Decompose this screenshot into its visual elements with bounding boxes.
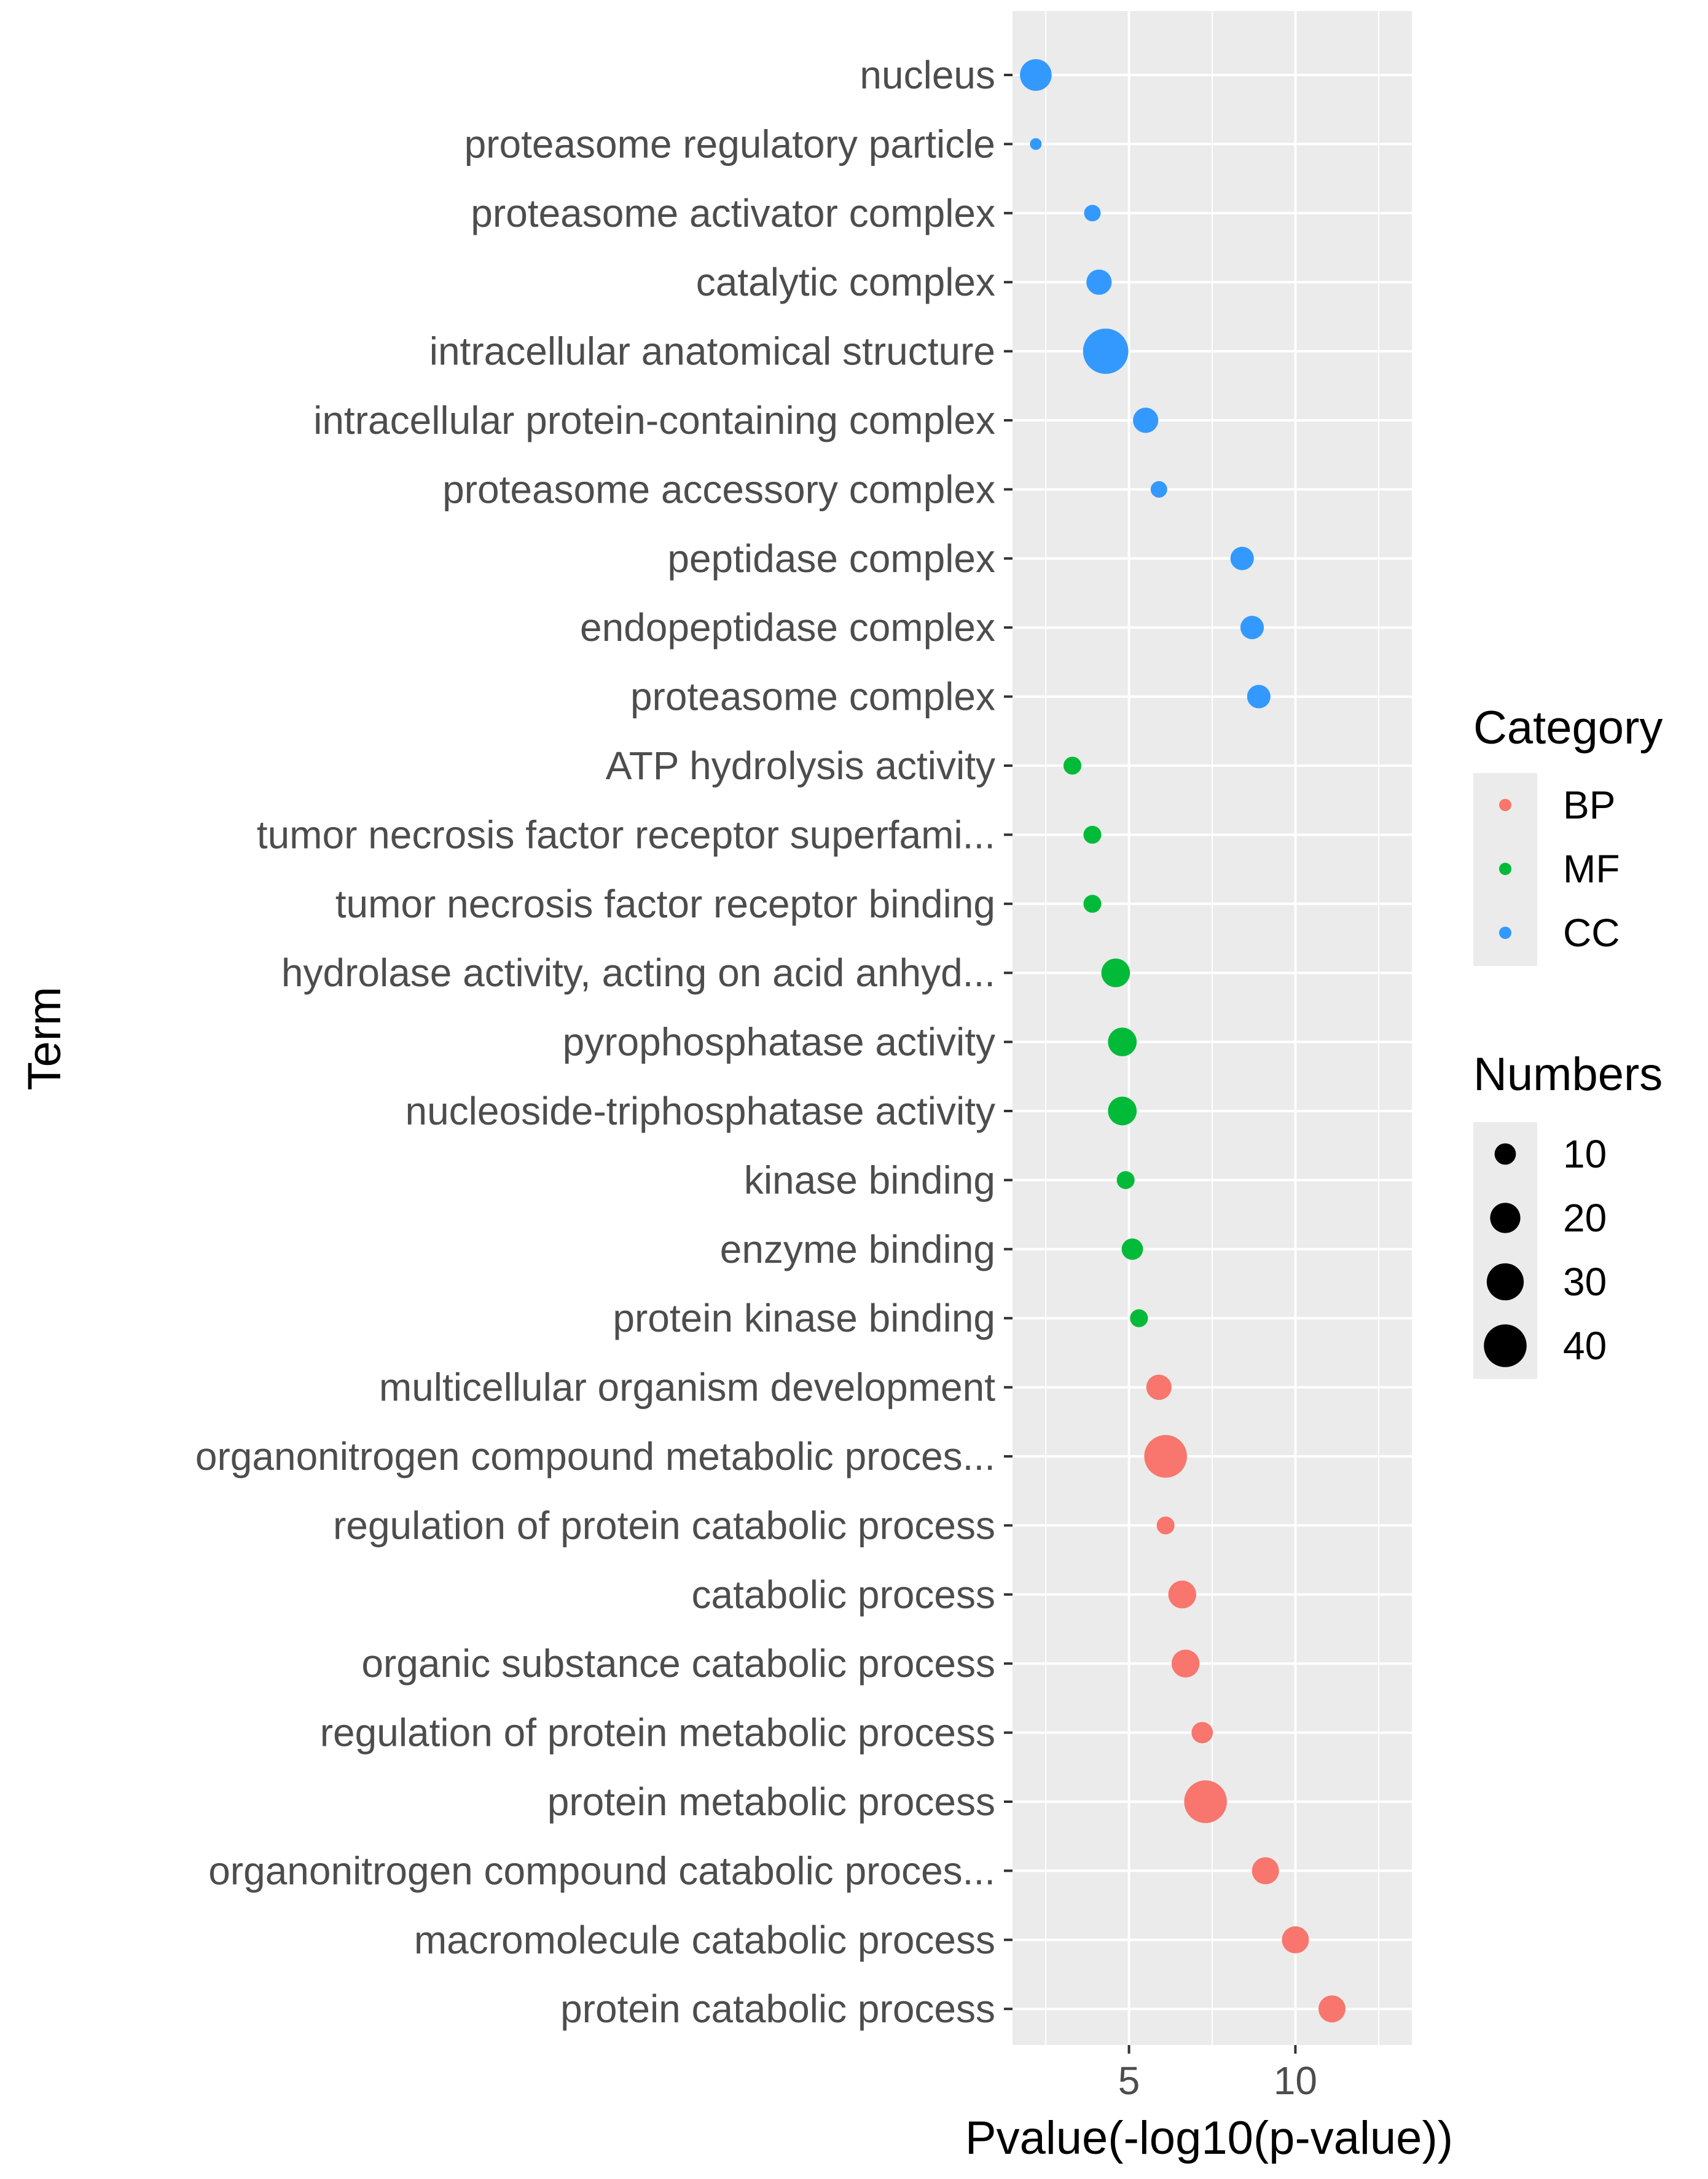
- term-label: proteasome complex: [630, 675, 995, 719]
- data-point-mf: tumor necrosis factor receptor superfami…: [1083, 825, 1102, 844]
- size-legend-key: [1486, 1263, 1524, 1301]
- data-point-cc: proteasome activator complex: [1084, 205, 1101, 222]
- data-point-bp: multicellular organism development: [1146, 1375, 1172, 1400]
- y-axis-title: Term: [18, 987, 71, 1091]
- term-label: protein metabolic process: [547, 1780, 995, 1824]
- term-label: catalytic complex: [696, 260, 995, 304]
- data-point-bp: protein metabolic process: [1184, 1780, 1227, 1823]
- size-legend-key: [1484, 1324, 1527, 1367]
- term-label: intracellular protein-containing complex: [313, 398, 995, 442]
- term-label: regulation of protein catabolic process: [333, 1503, 995, 1547]
- legend-key-bp: [1499, 799, 1511, 811]
- data-point-bp: regulation of protein metabolic process: [1191, 1722, 1213, 1743]
- legend-key-cc: [1499, 927, 1511, 939]
- data-point-cc: proteasome regulatory particle: [1030, 138, 1042, 150]
- size-legend-title: Numbers: [1473, 1048, 1663, 1101]
- x-tick-label: 5: [1118, 2059, 1140, 2103]
- legend-label-bp: BP: [1563, 783, 1615, 827]
- size-legend-label: 10: [1563, 1132, 1607, 1176]
- data-point-bp: macromolecule catabolic process: [1282, 1926, 1309, 1953]
- term-label: protein catabolic process: [560, 1987, 995, 2031]
- term-label: enzyme binding: [720, 1227, 995, 1271]
- data-point-cc: intracellular anatomical structure: [1083, 328, 1129, 374]
- data-point-cc: nucleus: [1020, 59, 1052, 91]
- plot-panel: [1013, 11, 1412, 2045]
- legend-label-cc: CC: [1563, 911, 1620, 955]
- data-point-bp: regulation of protein catabolic process: [1156, 1516, 1175, 1534]
- data-point-cc: intracellular protein-containing complex: [1133, 407, 1159, 433]
- data-point-bp: organonitrogen compound metabolic proces…: [1144, 1435, 1187, 1478]
- data-point-bp: protein catabolic process: [1318, 1995, 1346, 2023]
- term-label: proteasome regulatory particle: [464, 122, 995, 166]
- term-label: multicellular organism development: [379, 1365, 995, 1410]
- size-legend-label: 30: [1563, 1260, 1607, 1304]
- term-label: hydrolase activity, acting on acid anhyd…: [281, 951, 995, 995]
- y-axis: nucleus proteasome regulatory particle pro…: [195, 53, 1013, 2031]
- term-label: kinase binding: [744, 1158, 995, 1202]
- term-label: nucleus: [860, 53, 995, 97]
- term-label: catabolic process: [692, 1572, 995, 1617]
- term-label: organonitrogen compound metabolic proces…: [195, 1434, 995, 1478]
- data-point-bp: catabolic process: [1168, 1580, 1196, 1609]
- x-tick-label: 10: [1274, 2059, 1317, 2103]
- size-legend-label: 20: [1563, 1196, 1607, 1240]
- size-legend: Numbers 10 20 30 40: [1473, 1048, 1663, 1379]
- size-legend-key: [1494, 1143, 1516, 1165]
- term-label: organonitrogen compound catabolic proces…: [208, 1848, 995, 1893]
- term-label: nucleoside-triphosphatase activity: [405, 1089, 995, 1133]
- term-label: organic substance catabolic process: [361, 1641, 995, 1686]
- data-point-cc: catalytic complex: [1086, 269, 1112, 295]
- data-point-mf: ATP hydrolysis activity: [1063, 756, 1082, 775]
- term-label: protein kinase binding: [613, 1296, 995, 1340]
- term-label: endopeptidase complex: [580, 605, 995, 650]
- size-legend-key: [1490, 1203, 1521, 1233]
- data-point-cc: proteasome accessory complex: [1150, 481, 1167, 498]
- data-point-mf: protein kinase binding: [1130, 1309, 1148, 1327]
- data-point-mf: enzyme binding: [1121, 1238, 1143, 1260]
- data-point-mf: pyrophosphatase activity: [1108, 1027, 1137, 1056]
- category-legend: Category BP MF CC: [1473, 702, 1663, 966]
- data-point-mf: nucleoside-triphosphatase activity: [1108, 1096, 1137, 1126]
- term-label: pyrophosphatase activity: [563, 1020, 995, 1064]
- data-point-mf: kinase binding: [1116, 1171, 1135, 1189]
- legend-key-mf: [1499, 863, 1511, 875]
- data-point-mf: tumor necrosis factor receptor binding: [1083, 895, 1102, 913]
- term-label: ATP hydrolysis activity: [606, 744, 995, 788]
- legend-label-mf: MF: [1563, 847, 1620, 891]
- category-legend-title: Category: [1473, 702, 1663, 754]
- data-point-cc: proteasome complex: [1247, 685, 1271, 709]
- term-label: intracellular anatomical structure: [429, 329, 995, 374]
- data-points: nucleus proteasome regulatory particle pro…: [1020, 59, 1346, 2023]
- data-point-cc: peptidase complex: [1230, 546, 1254, 570]
- term-label: tumor necrosis factor receptor binding: [335, 882, 995, 926]
- term-label: peptidase complex: [667, 536, 995, 581]
- term-label: tumor necrosis factor receptor superfami…: [257, 812, 995, 857]
- x-axis: 5 10: [1118, 2045, 1317, 2103]
- x-axis-title: Pvalue(-log10(p-value)): [965, 2112, 1453, 2164]
- data-point-bp: organic substance catabolic process: [1171, 1649, 1200, 1678]
- term-label: proteasome accessory complex: [442, 467, 995, 511]
- term-label: proteasome activator complex: [471, 191, 995, 235]
- data-point-bp: organonitrogen compound catabolic proces…: [1252, 1857, 1279, 1885]
- size-legend-label: 40: [1563, 1324, 1607, 1368]
- data-point-mf: hydrolase activity, acting on acid anhyd…: [1101, 958, 1130, 987]
- term-label: macromolecule catabolic process: [414, 1918, 995, 1962]
- term-label: regulation of protein metabolic process: [320, 1711, 995, 1755]
- data-point-cc: endopeptidase complex: [1240, 616, 1264, 640]
